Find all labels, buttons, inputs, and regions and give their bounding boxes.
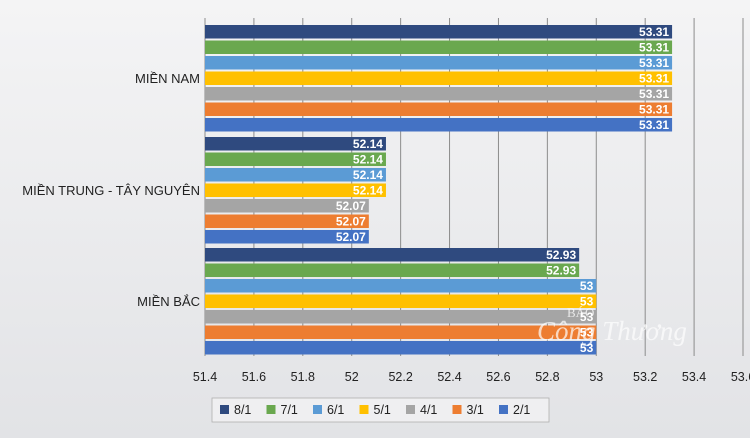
category-label: MIỀN BẮC [137, 294, 200, 309]
category-label: MIỀN TRUNG - TÂY NGUYÊN [22, 183, 200, 198]
watermark: BÁO Công Thương [537, 305, 687, 346]
bar [205, 40, 673, 54]
bar-value-label: 53.31 [639, 118, 669, 132]
bar-value-label: 53.31 [639, 41, 669, 55]
bar-value-label: 52.07 [336, 199, 366, 213]
bar [205, 102, 673, 116]
legend-swatch [452, 405, 462, 414]
x-tick-label: 52.4 [437, 370, 461, 384]
legend-label: 4/1 [420, 403, 437, 417]
bar [205, 56, 673, 70]
bar-value-label: 52.14 [353, 137, 383, 151]
legend-swatch [313, 405, 322, 414]
x-tick-label: 51.6 [242, 370, 266, 384]
bar-value-label: 52.07 [336, 215, 366, 229]
bar-value-label: 52.14 [353, 153, 383, 167]
category-label: MIỀN NAM [135, 71, 200, 86]
legend-swatch [359, 405, 369, 414]
x-tick-label: 52.6 [486, 370, 510, 384]
x-tick-label: 53.4 [682, 370, 706, 384]
bar-value-label: 53.31 [639, 103, 669, 117]
bar-value-label: 53.31 [639, 87, 669, 101]
x-tick-label: 52.8 [535, 370, 559, 384]
bar [205, 294, 597, 308]
x-tick-label: 52 [345, 370, 359, 384]
bar [205, 263, 580, 277]
legend-label: 8/1 [234, 403, 251, 417]
bar [205, 214, 369, 228]
legend-label: 7/1 [281, 403, 298, 417]
legend-box [211, 397, 550, 423]
bar [205, 248, 580, 262]
x-tick-label: 51.8 [291, 370, 315, 384]
bar-value-label: 52.14 [353, 184, 383, 198]
bar-value-label: 53 [580, 326, 594, 340]
bar [205, 183, 386, 197]
legend-swatch [499, 405, 508, 414]
bar [205, 199, 369, 213]
bar [205, 71, 673, 85]
bar [205, 118, 673, 132]
legend-swatch [220, 405, 229, 414]
legend-label: 5/1 [374, 403, 391, 417]
legend-label: 3/1 [467, 403, 484, 417]
bar-value-label: 53 [580, 295, 594, 309]
x-tick-label: 52.2 [388, 370, 412, 384]
legend-label: 6/1 [327, 403, 344, 417]
bar-value-label: 53 [580, 310, 594, 324]
watermark-line2: Công Thương [537, 316, 687, 346]
bar-value-label: 53.31 [639, 56, 669, 70]
x-tick-label: 53 [589, 370, 603, 384]
x-tick-label: 53.2 [633, 370, 657, 384]
bar [205, 168, 386, 182]
bar-value-label: 53.31 [639, 25, 669, 39]
x-tick-label: 51.4 [193, 370, 217, 384]
bar [205, 137, 386, 151]
bar [205, 152, 386, 166]
bar [205, 25, 673, 39]
legend-swatch [406, 405, 415, 414]
bar [205, 87, 673, 101]
watermark-line1: BÁO [567, 305, 594, 320]
bar-value-label: 52.93 [546, 264, 576, 278]
bar-value-label: 52.14 [353, 168, 383, 182]
x-tick-label: 53.6 [731, 370, 750, 384]
legend-swatch [266, 405, 276, 414]
legend-label: 2/1 [513, 403, 530, 417]
bar [205, 230, 369, 244]
bar-value-label: 53 [580, 341, 594, 355]
bar [205, 310, 597, 324]
bar [205, 279, 597, 293]
bar [205, 341, 597, 355]
bar-value-label: 52.07 [336, 230, 366, 244]
bar-value-label: 52.93 [546, 248, 576, 262]
bar-value-label: 53.31 [639, 72, 669, 86]
bar-value-label: 53 [580, 279, 594, 293]
bar [205, 325, 597, 339]
